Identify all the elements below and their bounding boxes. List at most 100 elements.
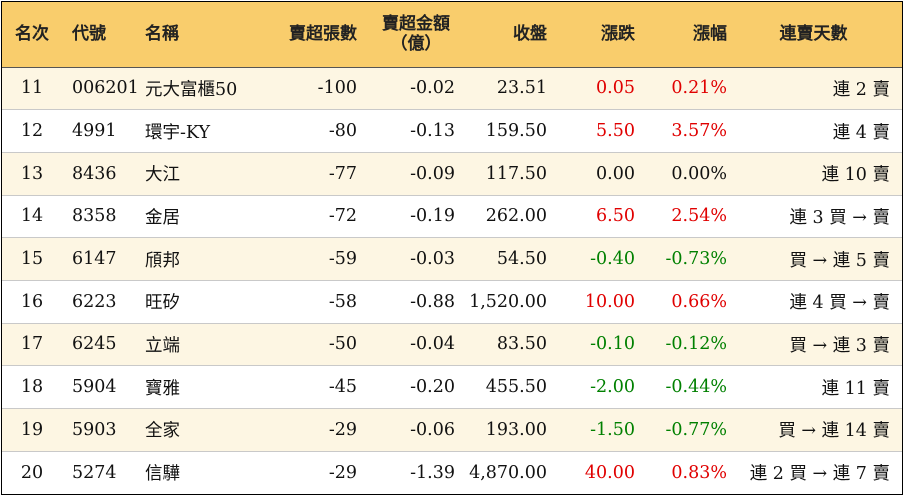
table-row[interactable]: 11 006201 元大富櫃50 -100 -0.02 23.51 0.05 0.21% 連 2… bbox=[2, 67, 902, 110]
cell-streak: 買 → 連 14 賣 bbox=[778, 421, 890, 442]
cell-streak: 連 4 賣 bbox=[832, 122, 890, 143]
cell-rank: 15 bbox=[20, 249, 44, 270]
header-name[interactable]: 名稱 bbox=[145, 24, 179, 45]
table-row[interactable]: 19 5903 全家 -29 -0.06 193.00 -1.50 -0.77% 買 → 連 1… bbox=[2, 408, 902, 452]
cell-sell-amount: -0.19 bbox=[410, 206, 455, 227]
cell-close: 159.50 bbox=[485, 121, 547, 142]
cell-close: 193.00 bbox=[485, 419, 547, 440]
cell-name: 信驊 bbox=[145, 464, 180, 485]
table-header: 名次 代號 名稱 賣超張數 賣超金額 （億） 收盤 漲跌 漲幅 連賣天數 bbox=[2, 2, 902, 67]
cell-name: 大江 bbox=[145, 165, 180, 186]
cell-streak: 買 → 連 5 賣 bbox=[789, 250, 890, 271]
cell-rank: 16 bbox=[20, 291, 44, 312]
cell-sell-amount: -0.88 bbox=[410, 291, 455, 312]
cell-change-pct: 3.57% bbox=[671, 121, 727, 142]
cell-streak: 連 4 買 → 賣 bbox=[789, 293, 890, 314]
cell-sell-lots: -100 bbox=[317, 78, 357, 99]
header-close[interactable]: 收盤 bbox=[513, 24, 547, 45]
cell-sell-lots: -59 bbox=[328, 249, 357, 270]
cell-change: -1.50 bbox=[590, 419, 635, 440]
cell-rank: 18 bbox=[20, 377, 44, 398]
cell-name: 立端 bbox=[145, 335, 180, 356]
cell-sell-amount: -0.09 bbox=[410, 163, 455, 184]
cell-streak: 連 2 賣 bbox=[832, 79, 890, 100]
table-row[interactable]: 20 5274 信驊 -29 -1.39 4,870.00 40.00 0.83% 連 2 買 … bbox=[2, 451, 902, 494]
header-streak[interactable]: 連賣天數 bbox=[779, 24, 848, 45]
cell-rank: 14 bbox=[20, 206, 44, 227]
cell-rank: 13 bbox=[20, 163, 44, 184]
cell-code: 6147 bbox=[72, 249, 117, 270]
cell-name: 環宇-KY bbox=[145, 122, 211, 143]
cell-close: 1,520.00 bbox=[469, 291, 547, 312]
cell-close: 23.51 bbox=[496, 78, 547, 99]
cell-change-pct: 0.66% bbox=[671, 291, 727, 312]
table-row[interactable]: 14 8358 金居 -72 -0.19 262.00 6.50 2.54% 連 3 買 → 賣 bbox=[2, 195, 902, 238]
table-body: 11 006201 元大富櫃50 -100 -0.02 23.51 0.05 0.21% 連 2… bbox=[2, 67, 902, 494]
cell-code: 8436 bbox=[72, 163, 117, 184]
cell-name: 元大富櫃50 bbox=[145, 79, 238, 100]
cell-close: 54.50 bbox=[496, 249, 547, 270]
cell-change: 10.00 bbox=[584, 291, 635, 312]
table-row[interactable]: 16 6223 旺矽 -58 -0.88 1,520.00 10.00 0.66% 連 4 買 … bbox=[2, 280, 902, 323]
cell-streak: 買 → 連 3 賣 bbox=[789, 335, 890, 356]
cell-rank: 19 bbox=[20, 419, 44, 440]
cell-change: 40.00 bbox=[584, 462, 635, 483]
cell-sell-amount: -0.02 bbox=[410, 78, 455, 99]
cell-close: 262.00 bbox=[485, 206, 547, 227]
cell-sell-lots: -29 bbox=[328, 419, 357, 440]
cell-change-pct: -0.77% bbox=[665, 419, 727, 440]
table-row[interactable]: 12 4991 環宇-KY -80 -0.13 159.50 5.50 3.57% 連 4 賣 bbox=[2, 109, 902, 153]
header-code[interactable]: 代號 bbox=[72, 24, 106, 45]
cell-close: 455.50 bbox=[485, 377, 547, 398]
cell-sell-amount: -0.06 bbox=[410, 419, 455, 440]
cell-code: 6223 bbox=[72, 291, 117, 312]
header-sell-lots[interactable]: 賣超張數 bbox=[289, 24, 357, 45]
cell-sell-amount: -1.39 bbox=[410, 462, 455, 483]
cell-sell-lots: -29 bbox=[328, 462, 357, 483]
cell-code: 4991 bbox=[72, 121, 117, 142]
cell-change: -0.10 bbox=[590, 334, 635, 355]
header-rank[interactable]: 名次 bbox=[15, 24, 49, 45]
cell-sell-amount: -0.03 bbox=[410, 249, 455, 270]
cell-sell-lots: -77 bbox=[328, 163, 357, 184]
header-sell-amount[interactable]: 賣超金額 （億） bbox=[357, 2, 455, 67]
cell-close: 4,870.00 bbox=[469, 462, 547, 483]
cell-sell-amount: -0.04 bbox=[410, 334, 455, 355]
cell-rank: 12 bbox=[20, 121, 44, 142]
cell-change-pct: 2.54% bbox=[671, 206, 727, 227]
cell-change: -0.40 bbox=[590, 249, 635, 270]
cell-name: 寶雅 bbox=[145, 378, 180, 399]
cell-change-pct: 0.00% bbox=[671, 163, 727, 184]
header-change-pct[interactable]: 漲幅 bbox=[693, 24, 727, 45]
cell-change-pct: 0.21% bbox=[671, 78, 727, 99]
cell-streak: 連 11 賣 bbox=[821, 378, 890, 399]
cell-name: 旺矽 bbox=[145, 293, 180, 314]
cell-code: 6245 bbox=[72, 334, 117, 355]
cell-code: 5274 bbox=[72, 462, 117, 483]
cell-code: 006201 bbox=[72, 78, 139, 99]
cell-streak: 連 10 賣 bbox=[821, 165, 890, 186]
table-row[interactable]: 18 5904 寶雅 -45 -0.20 455.50 -2.00 -0.44% 連 11 賣 bbox=[2, 365, 902, 409]
table-row[interactable]: 17 6245 立端 -50 -0.04 83.50 -0.10 -0.12% 買 → 連 3 … bbox=[2, 323, 902, 366]
cell-code: 5904 bbox=[72, 377, 117, 398]
header-row: 名次 代號 名稱 賣超張數 賣超金額 （億） 收盤 漲跌 漲幅 連賣天數 bbox=[2, 2, 902, 67]
header-change[interactable]: 漲跌 bbox=[601, 24, 635, 45]
header-sell-amount-line1: 賣超金額 bbox=[382, 14, 450, 35]
cell-close: 117.50 bbox=[485, 163, 547, 184]
header-sell-amount-line2: （億） bbox=[390, 34, 442, 55]
cell-streak: 連 3 買 → 賣 bbox=[789, 207, 890, 228]
cell-rank: 11 bbox=[20, 78, 44, 99]
table-row[interactable]: 13 8436 大江 -77 -0.09 117.50 0.00 0.00% 連 10 賣 bbox=[2, 152, 902, 196]
table-row[interactable]: 15 6147 頎邦 -59 -0.03 54.50 -0.40 -0.73% 買 → 連 5 … bbox=[2, 237, 902, 281]
cell-code: 8358 bbox=[72, 206, 117, 227]
cell-sell-lots: -80 bbox=[328, 121, 357, 142]
cell-change: -2.00 bbox=[590, 377, 635, 398]
cell-close: 83.50 bbox=[496, 334, 547, 355]
cell-change-pct: -0.73% bbox=[665, 249, 727, 270]
cell-streak: 連 2 買 → 連 7 賣 bbox=[749, 464, 890, 485]
cell-code: 5903 bbox=[72, 419, 117, 440]
cell-name: 頎邦 bbox=[145, 250, 180, 271]
cell-sell-amount: -0.13 bbox=[410, 121, 455, 142]
